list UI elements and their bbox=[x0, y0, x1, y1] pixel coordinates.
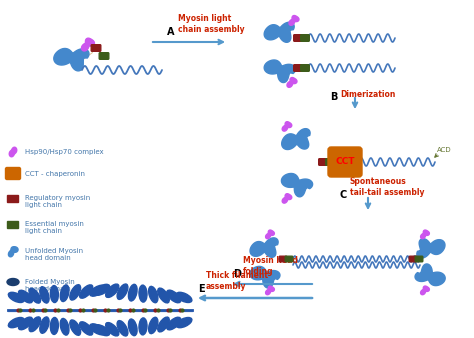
Ellipse shape bbox=[167, 290, 181, 303]
Ellipse shape bbox=[50, 317, 58, 334]
Ellipse shape bbox=[70, 285, 81, 300]
Ellipse shape bbox=[80, 285, 93, 298]
Polygon shape bbox=[420, 286, 429, 295]
Bar bbox=[7, 221, 18, 228]
Ellipse shape bbox=[7, 279, 19, 286]
Polygon shape bbox=[420, 230, 429, 239]
Ellipse shape bbox=[149, 317, 158, 334]
Ellipse shape bbox=[158, 317, 169, 332]
Ellipse shape bbox=[117, 321, 128, 336]
Text: light chain: light chain bbox=[25, 202, 62, 208]
Bar bbox=[7, 195, 18, 202]
Ellipse shape bbox=[167, 317, 181, 330]
FancyBboxPatch shape bbox=[301, 65, 310, 71]
Ellipse shape bbox=[29, 288, 41, 303]
Text: Thick filament
assembly: Thick filament assembly bbox=[206, 271, 268, 291]
Text: Dimerization: Dimerization bbox=[340, 90, 395, 99]
Text: Essential myosin: Essential myosin bbox=[25, 221, 84, 227]
Ellipse shape bbox=[29, 317, 41, 332]
Polygon shape bbox=[415, 264, 445, 286]
Polygon shape bbox=[282, 173, 312, 197]
FancyBboxPatch shape bbox=[409, 256, 417, 262]
FancyBboxPatch shape bbox=[279, 256, 287, 262]
Polygon shape bbox=[265, 230, 274, 239]
Polygon shape bbox=[287, 77, 297, 87]
Polygon shape bbox=[82, 38, 94, 51]
Polygon shape bbox=[264, 22, 294, 42]
Text: Regulatory myosin: Regulatory myosin bbox=[25, 195, 90, 201]
Polygon shape bbox=[9, 147, 17, 157]
Text: Unfolded Myosin: Unfolded Myosin bbox=[25, 248, 83, 254]
Ellipse shape bbox=[40, 317, 49, 333]
Polygon shape bbox=[250, 238, 278, 257]
Ellipse shape bbox=[128, 319, 137, 336]
Ellipse shape bbox=[94, 284, 109, 295]
Polygon shape bbox=[282, 129, 310, 149]
Polygon shape bbox=[282, 122, 292, 131]
Ellipse shape bbox=[139, 285, 147, 302]
Text: light chain: light chain bbox=[25, 228, 62, 234]
FancyBboxPatch shape bbox=[328, 147, 362, 177]
Ellipse shape bbox=[80, 322, 93, 335]
Text: B: B bbox=[330, 92, 337, 102]
Ellipse shape bbox=[9, 317, 24, 328]
FancyBboxPatch shape bbox=[294, 35, 302, 41]
Ellipse shape bbox=[94, 325, 109, 336]
Ellipse shape bbox=[106, 284, 119, 297]
Ellipse shape bbox=[176, 317, 192, 328]
FancyBboxPatch shape bbox=[99, 53, 109, 59]
Polygon shape bbox=[265, 286, 274, 295]
FancyBboxPatch shape bbox=[294, 65, 302, 71]
Ellipse shape bbox=[60, 318, 69, 335]
Ellipse shape bbox=[18, 290, 32, 303]
FancyBboxPatch shape bbox=[6, 168, 20, 179]
FancyBboxPatch shape bbox=[326, 159, 334, 165]
Ellipse shape bbox=[18, 317, 32, 330]
Polygon shape bbox=[282, 194, 292, 203]
FancyBboxPatch shape bbox=[91, 45, 101, 51]
Ellipse shape bbox=[139, 318, 147, 335]
Text: Folded Myosin: Folded Myosin bbox=[25, 279, 75, 285]
Ellipse shape bbox=[40, 287, 49, 303]
Text: head domain: head domain bbox=[25, 255, 71, 261]
Polygon shape bbox=[250, 266, 280, 288]
Ellipse shape bbox=[70, 320, 81, 335]
Text: Hsp90/Hsp70 complex: Hsp90/Hsp70 complex bbox=[25, 149, 104, 155]
FancyBboxPatch shape bbox=[415, 256, 423, 262]
Ellipse shape bbox=[90, 324, 105, 335]
Polygon shape bbox=[9, 247, 18, 257]
Text: head domain: head domain bbox=[25, 286, 71, 292]
FancyBboxPatch shape bbox=[285, 256, 293, 262]
Text: C: C bbox=[340, 190, 347, 200]
Ellipse shape bbox=[158, 288, 169, 303]
Text: A: A bbox=[167, 27, 174, 37]
FancyBboxPatch shape bbox=[319, 159, 328, 165]
Ellipse shape bbox=[50, 286, 58, 303]
Text: CCT: CCT bbox=[335, 158, 355, 167]
Ellipse shape bbox=[117, 284, 128, 299]
Ellipse shape bbox=[176, 292, 192, 303]
Text: E: E bbox=[198, 284, 205, 294]
Text: Myosin light
chain assembly: Myosin light chain assembly bbox=[178, 14, 245, 34]
Ellipse shape bbox=[128, 284, 137, 301]
Text: Myosin head
folding: Myosin head folding bbox=[243, 256, 298, 276]
Ellipse shape bbox=[149, 286, 158, 303]
Text: ACD: ACD bbox=[437, 147, 452, 153]
Text: Spontaneous
tail-tail assembly: Spontaneous tail-tail assembly bbox=[350, 177, 425, 197]
Polygon shape bbox=[289, 16, 299, 25]
Polygon shape bbox=[264, 60, 296, 82]
Ellipse shape bbox=[9, 292, 24, 303]
Text: CCT - chaperonin: CCT - chaperonin bbox=[25, 171, 85, 177]
FancyBboxPatch shape bbox=[301, 35, 310, 41]
Ellipse shape bbox=[90, 285, 105, 296]
Ellipse shape bbox=[106, 322, 119, 336]
Text: D: D bbox=[233, 269, 241, 279]
Polygon shape bbox=[54, 48, 89, 71]
Ellipse shape bbox=[60, 285, 69, 301]
Polygon shape bbox=[417, 239, 445, 258]
